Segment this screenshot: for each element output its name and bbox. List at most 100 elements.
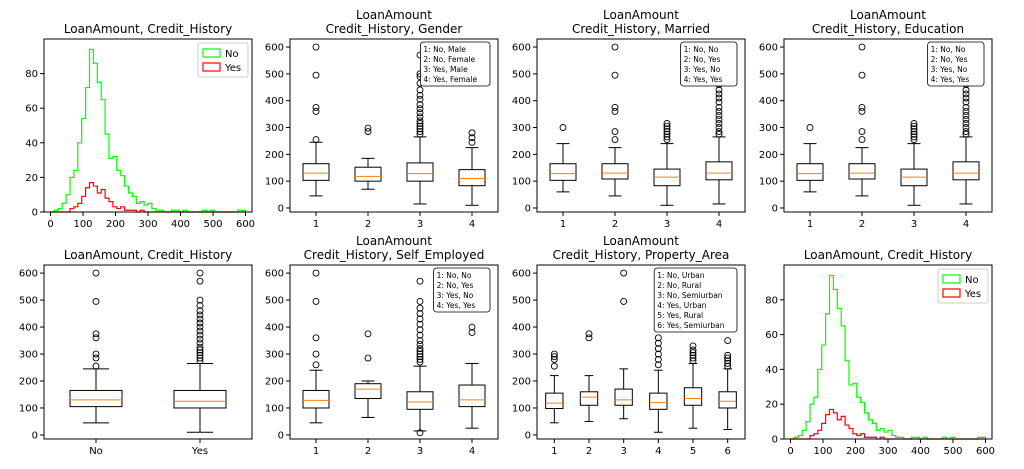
box-body [302,389,330,409]
x-tick-label: 3 [620,446,626,457]
annotation-line: 3: Yes, No [437,291,474,300]
y-tick-label: 300 [19,350,38,361]
boxplot-box [302,269,330,424]
outlier-point [910,136,918,144]
outlier-point [724,351,732,359]
chart-title: LoanAmount [356,234,432,248]
box-body [683,387,703,406]
outlier-point [962,111,970,119]
x-tick-label: 4 [963,219,969,230]
x-tick-label: 300 [138,219,157,230]
x-tick-label: 100 [813,446,832,457]
legend-swatch [942,288,961,298]
x-tick-label: 100 [73,219,92,230]
box-body [406,162,434,182]
y-tick-label: 600 [19,269,38,280]
outlier-point [312,297,320,305]
box-body [705,161,733,181]
y-tick-label: 0 [772,203,778,214]
axes-frame [536,264,746,440]
outlier-point [364,124,372,132]
outlier-point [724,337,732,344]
outlier-point [196,315,204,323]
histogram-series-yes [790,408,986,440]
outlier-point [910,122,918,130]
x-tick-label: 400 [911,446,930,457]
box-body [406,391,434,410]
y-tick-label: 400 [512,96,531,107]
annotation-line: 2: No, Yes [684,55,721,64]
annotation-frame [419,41,491,87]
annotation-line: 3: No, Semiurban [657,291,723,300]
outlier-point [416,130,424,138]
outlier-point [416,297,424,305]
outlier-point [92,297,100,305]
outlier-point [858,128,866,135]
x-tick-label: 2 [859,219,865,230]
outlier-point [416,128,424,135]
outlier-point [196,319,204,327]
outlier-point [715,130,723,138]
boxplot-box [302,43,330,197]
annotation-line: 1: No, No [684,45,719,54]
boxplot-box [796,124,824,193]
outlier-point [689,349,697,357]
outlier-point [715,86,723,94]
outlier-point [724,360,732,367]
outlier-point [715,98,723,106]
box-body [549,163,577,181]
axes-frame [783,38,993,213]
outlier-point [715,120,723,127]
outlier-point [468,129,476,137]
outlier-point [654,350,662,358]
y-tick-label: 0 [772,435,778,446]
chart-title: LoanAmount, Credit_History [64,22,232,36]
x-tick-label: 200 [846,446,865,457]
outlier-point [715,90,723,98]
annotation-frame [653,267,738,333]
outlier-point [416,347,424,355]
outlier-point [312,269,320,277]
outlier-point [550,362,558,370]
outlier-point [416,122,424,130]
x-tick-label: 3 [417,219,423,230]
box-body [601,163,629,180]
y-tick-label: 600 [759,43,778,54]
x-tick-label: 400 [171,219,190,230]
annotation-frame [680,41,738,87]
outlier-point [416,310,424,318]
outlier-point [689,354,697,362]
chart-title: Credit_History, Education [812,22,964,36]
outlier-point [858,71,866,79]
outlier-point [416,320,424,328]
y-tick-label: 100 [512,403,531,414]
x-tick-label: 5 [690,446,696,457]
y-tick-label: 300 [265,350,284,361]
outlier-point [663,133,671,141]
box-body [614,388,633,406]
outlier-point [312,103,320,111]
outlier-point [724,354,732,362]
chart-title: LoanAmount, Credit_History [804,248,972,262]
outlier-point [364,354,372,362]
outlier-point [689,351,697,359]
outlier-point [312,107,320,115]
outlier-point [654,345,662,353]
outlier-point [92,350,100,358]
outlier-point [196,269,204,277]
y-tick-label: 0 [278,203,284,214]
outlier-point [416,345,424,353]
outlier-point [910,128,918,135]
boxplot-box [69,269,123,424]
outlier-point [416,125,424,133]
outlier-point [416,95,424,103]
boxplot-box [458,78,486,206]
x-tick-label: No [89,446,103,457]
outlier-point [416,109,424,117]
outlier-point [858,136,866,144]
y-tick-label: 300 [512,123,531,134]
box-body [848,163,876,180]
outlier-point [416,101,424,109]
y-tick-label: 300 [265,123,284,134]
